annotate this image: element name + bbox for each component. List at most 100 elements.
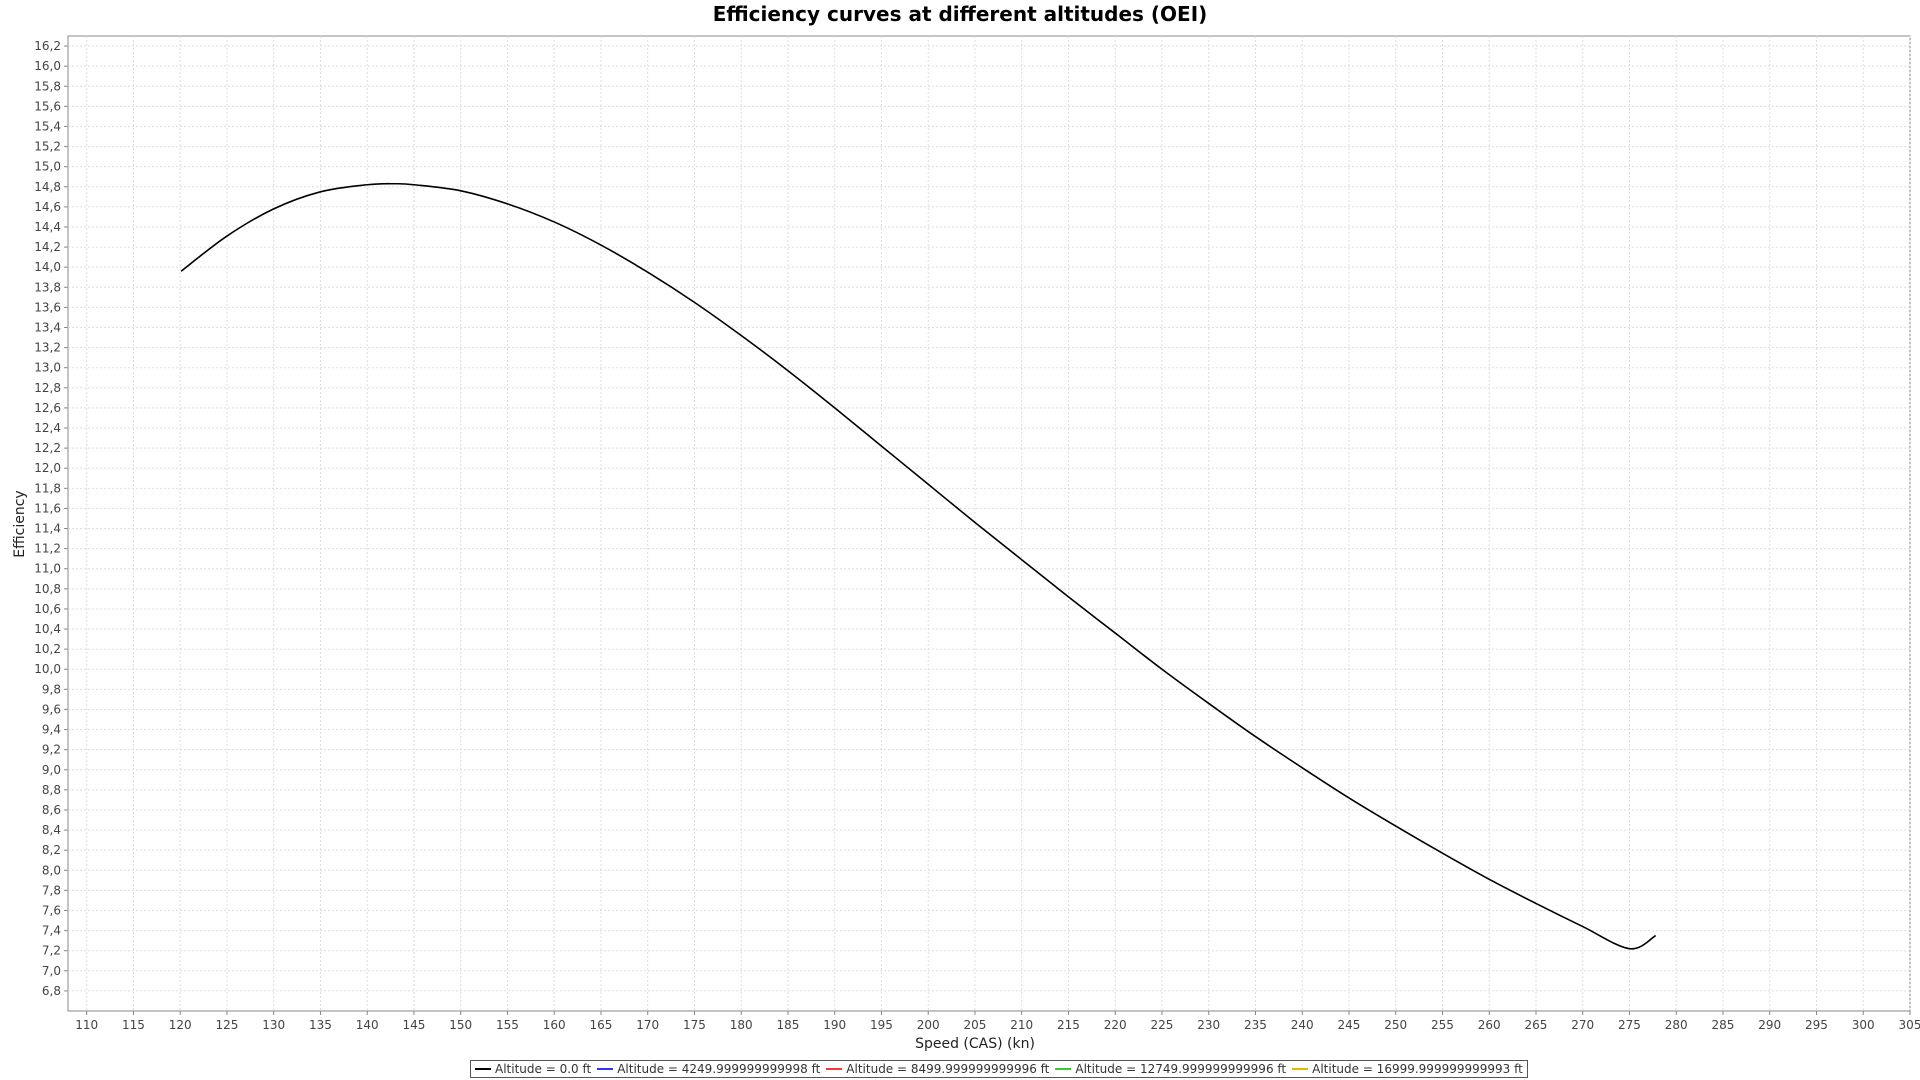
y-tick-label: 13,4 xyxy=(34,320,61,334)
y-tick-label: 11,2 xyxy=(34,542,61,556)
y-tick-label: 12,0 xyxy=(34,461,61,475)
y-tick-label: 13,0 xyxy=(34,361,61,375)
y-axis-ticks: 6,8 7,0 7,2 7,4 7,6 7,8 8,0 8,2 8,4 8,6 8,8 9,0 9,2 9… xyxy=(34,39,68,998)
y-tick-label: 11,6 xyxy=(34,501,61,515)
y-tick-label: 15,4 xyxy=(34,119,61,133)
y-tick-label: 13,6 xyxy=(34,300,61,314)
x-tick-label: 245 xyxy=(1338,1018,1361,1032)
y-tick-label: 10,4 xyxy=(34,622,61,636)
y-tick-label: 11,4 xyxy=(34,522,61,536)
y-tick-label: 7,6 xyxy=(42,903,61,917)
x-tick-label: 160 xyxy=(543,1018,566,1032)
y-tick-label: 7,2 xyxy=(42,944,61,958)
legend-item: Altitude = 8499.999999999996 ft xyxy=(826,1062,1049,1076)
y-tick-label: 7,8 xyxy=(42,883,61,897)
x-tick-label: 260 xyxy=(1478,1018,1501,1032)
x-tick-label: 170 xyxy=(636,1018,659,1032)
y-tick-label: 9,6 xyxy=(42,702,61,716)
y-tick-label: 14,0 xyxy=(34,260,61,274)
x-tick-label: 195 xyxy=(870,1018,893,1032)
y-tick-label: 16,0 xyxy=(34,59,61,73)
x-tick-label: 250 xyxy=(1384,1018,1407,1032)
y-tick-label: 9,0 xyxy=(42,763,61,777)
y-tick-label: 10,2 xyxy=(34,642,61,656)
x-tick-label: 135 xyxy=(309,1018,332,1032)
y-tick-label: 6,8 xyxy=(42,984,61,998)
legend-label: Altitude = 12749.999999999996 ft xyxy=(1075,1062,1287,1076)
chart-title: Efficiency curves at different altitudes… xyxy=(712,2,1208,26)
y-axis-label: Efficiency xyxy=(12,490,28,557)
y-tick-label: 12,6 xyxy=(34,401,61,415)
series-layer xyxy=(180,182,1657,950)
x-tick-label: 125 xyxy=(216,1018,239,1032)
x-tick-label: 210 xyxy=(1010,1018,1033,1032)
x-tick-label: 115 xyxy=(122,1018,145,1032)
x-tick-label: 305 xyxy=(1899,1018,1920,1032)
y-tick-label: 14,6 xyxy=(34,200,61,214)
legend-swatch xyxy=(475,1068,491,1070)
y-tick-label: 12,8 xyxy=(34,381,61,395)
y-tick-label: 14,2 xyxy=(34,240,61,254)
x-tick-label: 215 xyxy=(1057,1018,1080,1032)
x-tick-label: 235 xyxy=(1244,1018,1267,1032)
y-tick-label: 13,2 xyxy=(34,341,61,355)
x-tick-label: 110 xyxy=(75,1018,98,1032)
x-axis-label: Speed (CAS) (kn) xyxy=(915,1036,1035,1052)
y-tick-label: 10,8 xyxy=(34,582,61,596)
legend-label: Altitude = 16999.999999999993 ft xyxy=(1312,1062,1523,1076)
legend-item: Altitude = 16999.999999999993 ft xyxy=(1292,1062,1523,1076)
legend-swatch xyxy=(1055,1068,1072,1070)
x-axis-ticks: 110 115 120 125 130 135 140 145 150 155 160 165 170 1… xyxy=(75,1011,1920,1032)
legend-swatch xyxy=(1292,1068,1309,1070)
y-tick-label: 16,2 xyxy=(34,39,61,53)
x-tick-label: 270 xyxy=(1571,1018,1594,1032)
series-line xyxy=(180,182,1657,950)
x-tick-label: 300 xyxy=(1852,1018,1875,1032)
x-tick-label: 190 xyxy=(823,1018,846,1032)
x-tick-label: 280 xyxy=(1665,1018,1688,1032)
y-tick-label: 8,2 xyxy=(42,843,61,857)
legend: Altitude = 0.0 ft Altitude = 4249.9999999… xyxy=(470,1060,1528,1078)
x-tick-label: 275 xyxy=(1618,1018,1641,1032)
x-tick-label: 205 xyxy=(964,1018,987,1032)
y-tick-label: 11,0 xyxy=(34,562,61,576)
x-tick-label: 255 xyxy=(1431,1018,1454,1032)
legend-swatch xyxy=(597,1068,614,1070)
y-tick-label: 10,0 xyxy=(34,662,61,676)
x-tick-label: 225 xyxy=(1151,1018,1174,1032)
y-tick-label: 11,8 xyxy=(34,481,61,495)
x-tick-label: 130 xyxy=(262,1018,285,1032)
y-tick-label: 12,2 xyxy=(34,441,61,455)
legend-item: Altitude = 12749.999999999996 ft xyxy=(1055,1062,1286,1076)
y-tick-label: 13,8 xyxy=(34,280,61,294)
legend-label: Altitude = 8499.999999999996 ft xyxy=(846,1062,1050,1076)
y-tick-label: 9,4 xyxy=(42,723,61,737)
legend-swatch xyxy=(826,1068,843,1070)
x-tick-label: 265 xyxy=(1525,1018,1548,1032)
x-tick-label: 200 xyxy=(917,1018,940,1032)
legend-item: Altitude = 0.0 ft xyxy=(475,1062,591,1076)
y-tick-label: 7,4 xyxy=(42,924,61,938)
y-tick-label: 9,2 xyxy=(42,743,61,757)
x-tick-label: 150 xyxy=(449,1018,472,1032)
x-tick-label: 220 xyxy=(1104,1018,1127,1032)
x-tick-label: 140 xyxy=(356,1018,379,1032)
y-tick-label: 9,8 xyxy=(42,682,61,696)
y-tick-label: 12,4 xyxy=(34,421,61,435)
y-tick-label: 8,0 xyxy=(42,863,61,877)
x-tick-label: 240 xyxy=(1291,1018,1314,1032)
x-tick-label: 165 xyxy=(590,1018,613,1032)
y-tick-label: 10,6 xyxy=(34,602,61,616)
y-tick-label: 7,0 xyxy=(42,964,61,978)
x-tick-label: 180 xyxy=(730,1018,753,1032)
x-tick-label: 230 xyxy=(1197,1018,1220,1032)
y-tick-label: 14,4 xyxy=(34,220,61,234)
x-tick-label: 155 xyxy=(496,1018,519,1032)
x-tick-label: 285 xyxy=(1712,1018,1735,1032)
y-tick-label: 15,8 xyxy=(34,79,61,93)
x-tick-label: 185 xyxy=(777,1018,800,1032)
x-tick-label: 175 xyxy=(683,1018,706,1032)
y-tick-label: 8,6 xyxy=(42,803,61,817)
x-tick-label: 145 xyxy=(403,1018,426,1032)
